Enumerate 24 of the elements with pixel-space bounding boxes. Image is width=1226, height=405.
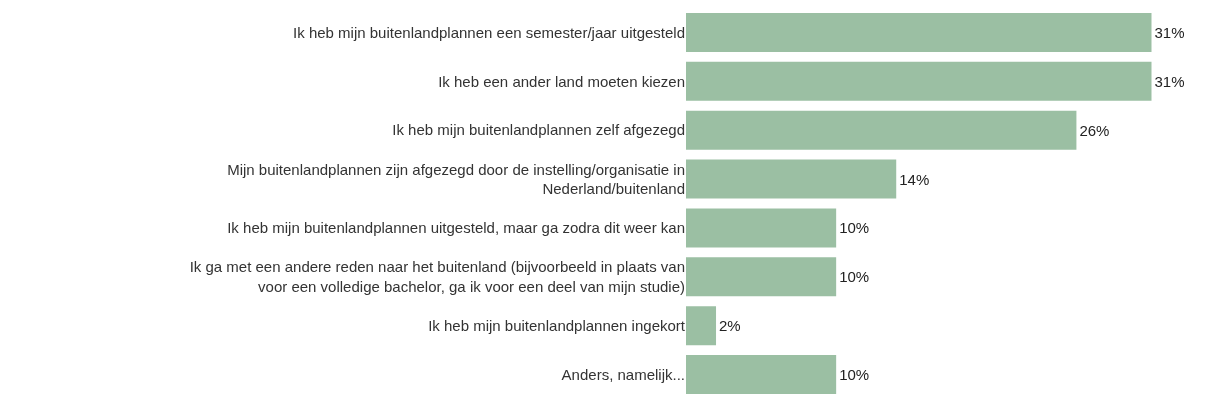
data-label: 31% [1154, 23, 1185, 41]
y-tick-label: Ik heb mijn buitenlandplannen uitgesteld, maar ga zodra dit weer kan [227, 219, 685, 237]
bar [686, 12, 1152, 52]
data-label: 10% [839, 268, 870, 286]
data-label: 2% [719, 317, 741, 335]
bar [686, 355, 837, 395]
bar [686, 110, 1077, 150]
bar [686, 61, 1152, 101]
bar [686, 159, 897, 199]
y-tick-label: Anders, namelijk... [561, 365, 685, 383]
data-label: 31% [1154, 72, 1185, 90]
bar [686, 306, 717, 346]
data-label: 10% [839, 219, 870, 237]
y-tick-label: Ik heb mijn buitenlandplannen ingekort [428, 316, 686, 334]
y-tick-label: Ik heb mijn buitenlandplannen een semester/jaar uitgesteld [293, 23, 685, 41]
bar [686, 257, 837, 297]
y-tick-label: Ik ga met een andere reden naar het buitenland (bijvoorbeeld in plaats van voor een volledige bachelor, ga ik voor een deel van mijn studie) [189, 258, 685, 295]
y-tick-label: Ik heb mijn buitenlandplannen zelf afgezegd [392, 121, 685, 139]
bar [686, 208, 837, 248]
y-tick-label: Ik heb een ander land moeten kiezen [438, 72, 685, 90]
data-label: 14% [899, 170, 930, 188]
data-label: 26% [1079, 121, 1110, 139]
data-label: 10% [839, 366, 870, 384]
y-tick-label: Mijn buitenlandplannen zijn afgezegd door de instelling/organisatie in Nederland/buitenland [227, 160, 685, 198]
